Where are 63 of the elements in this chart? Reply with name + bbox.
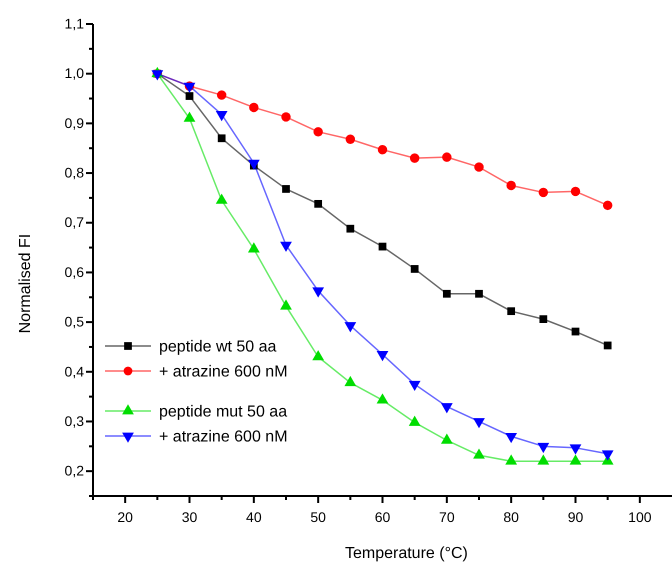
point (378, 242, 386, 250)
point (538, 188, 548, 198)
x-tick-label: 90 (568, 508, 584, 525)
point (570, 454, 582, 465)
point (442, 290, 451, 298)
point (505, 454, 518, 465)
x-axis-title: Temperature (°C) (344, 545, 468, 562)
point (506, 180, 516, 190)
legend-label: + atrazine 600 nM (159, 364, 288, 381)
x-tick-label: 40 (246, 508, 262, 525)
point (282, 185, 290, 193)
y-tick-label: 0,7 (64, 214, 84, 230)
point (376, 393, 388, 404)
point (410, 265, 419, 273)
x-tick-label: 100 (628, 508, 652, 525)
point (378, 144, 388, 154)
x-tick-label: 50 (310, 508, 326, 525)
y-tick-label: 0,2 (64, 462, 84, 479)
point (410, 153, 420, 163)
x-tick-label: 60 (374, 508, 390, 525)
point (570, 186, 580, 196)
point (537, 454, 550, 465)
point (604, 342, 612, 350)
point (344, 376, 356, 386)
point (281, 112, 291, 122)
legend-label: peptide mut 50 aa (159, 404, 288, 421)
y-tick-label: 0,8 (64, 164, 84, 181)
point (442, 152, 452, 162)
legend-label: + atrazine 600 nM (159, 428, 288, 446)
point (475, 290, 483, 298)
point (408, 416, 421, 426)
x-tick-label: 80 (503, 508, 520, 525)
point (440, 434, 453, 444)
point (313, 127, 323, 137)
y-axis-title: Normalised FI (17, 234, 34, 334)
x-tick-label: 30 (182, 508, 198, 525)
point (314, 200, 322, 208)
y-tick-label: 0,5 (64, 314, 84, 330)
y-tick-label: 1,1 (64, 15, 84, 32)
y-tick-label: 0,3 (64, 412, 84, 429)
point (474, 162, 484, 172)
y-tick-label: 1,0 (64, 65, 84, 82)
point (539, 315, 548, 323)
point (602, 200, 612, 210)
point (346, 134, 356, 144)
x-tick-label: 20 (117, 508, 134, 525)
point (572, 328, 580, 336)
point (280, 299, 292, 310)
legend-label: peptide wt 50 aa (159, 338, 277, 356)
point (473, 448, 485, 459)
point (346, 224, 354, 233)
y-tick-label: 0,9 (64, 114, 84, 131)
point (218, 134, 226, 142)
x-tick-label: 70 (439, 508, 455, 525)
y-tick-label: 0,4 (64, 363, 84, 380)
point (312, 350, 324, 360)
point (249, 102, 259, 112)
point (186, 92, 194, 100)
point (216, 90, 226, 100)
point (216, 111, 228, 122)
point (507, 307, 516, 316)
y-tick-label: 0,6 (64, 264, 84, 280)
point (248, 242, 260, 252)
